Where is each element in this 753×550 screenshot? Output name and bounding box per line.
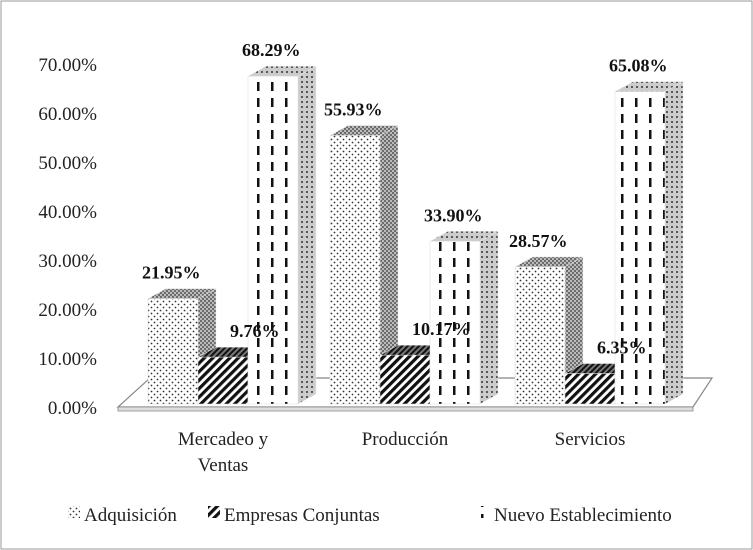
legend-swatch-diagonal-stripes xyxy=(208,506,220,518)
category-label: Servicios xyxy=(555,429,626,450)
bar-nuevo-establecimiento xyxy=(429,230,499,405)
bar-front-face xyxy=(247,75,299,405)
data-label: 6.35% xyxy=(597,338,647,358)
data-label: 28.57% xyxy=(509,231,568,251)
y-tick-label: 30.00% xyxy=(38,251,97,272)
legend-swatch-vertical-dashes xyxy=(478,506,490,518)
legend-item: Empresas Conjuntas xyxy=(208,505,380,526)
data-label: 10.17% xyxy=(412,319,471,339)
data-label: 33.90% xyxy=(424,205,483,225)
bar-front-face xyxy=(614,91,666,405)
bar-front-face xyxy=(329,135,381,405)
data-label: 68.29% xyxy=(242,40,301,60)
y-tick-label: 20.00% xyxy=(38,300,97,321)
y-tick-label: 60.00% xyxy=(38,104,97,125)
category-label: Ventas xyxy=(198,455,249,476)
bar-front-face xyxy=(564,373,616,405)
bar-front-face xyxy=(429,241,481,405)
legend-item: Nuevo Establecimiento xyxy=(478,505,672,526)
bar-side-face xyxy=(297,65,317,405)
bar-front-face xyxy=(147,298,199,405)
y-tick-label: 50.00% xyxy=(38,153,97,174)
bar-front-face xyxy=(197,356,249,405)
legend-label: Adquisición xyxy=(84,505,177,526)
bar-nuevo-establecimiento xyxy=(614,81,684,405)
data-label: 9.76% xyxy=(230,321,280,341)
category-label: Mercadeo y xyxy=(178,429,269,450)
bar-nuevo-establecimiento xyxy=(247,65,317,405)
bar-adquisición xyxy=(329,125,399,405)
chart-floor-edge xyxy=(117,406,694,412)
category-label: Producción xyxy=(362,429,449,450)
legend-swatch-dots xyxy=(68,506,80,518)
data-label: 55.93% xyxy=(324,100,383,120)
y-tick-label: 0.00% xyxy=(48,398,97,419)
bar-side-face xyxy=(664,81,684,405)
bar-front-face xyxy=(514,266,566,405)
y-tick-label: 10.00% xyxy=(38,349,97,370)
legend-item: Adquisición xyxy=(68,505,177,526)
bar-front-face xyxy=(379,354,431,405)
bar-side-face xyxy=(479,230,499,405)
y-tick-label: 70.00% xyxy=(38,55,97,76)
legend-label: Nuevo Establecimiento xyxy=(494,505,672,526)
data-label: 21.95% xyxy=(142,263,201,283)
y-tick-label: 40.00% xyxy=(38,202,97,223)
legend-label: Empresas Conjuntas xyxy=(224,505,380,526)
data-label: 65.08% xyxy=(609,56,668,76)
